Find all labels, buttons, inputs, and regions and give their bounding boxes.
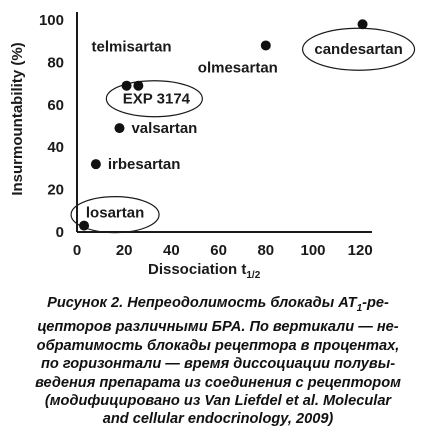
point-label: candesartan bbox=[314, 41, 402, 58]
point-label: olmesartan bbox=[198, 59, 278, 76]
point-labels: candesartan olmesartan telmisartan EXP 3174… bbox=[86, 39, 403, 222]
y-tick-labels: 0 20 40 60 80 100 bbox=[39, 12, 64, 241]
x-axis-label-subscript: 1/2 bbox=[246, 270, 260, 281]
y-tick-label: 0 bbox=[56, 224, 64, 241]
caption-line-1-end: -ре- bbox=[362, 295, 389, 311]
x-tick-labels: 0 20 40 60 80 100 120 bbox=[73, 242, 373, 259]
y-tick-label: 60 bbox=[47, 97, 64, 114]
x-tick-label: 40 bbox=[163, 242, 180, 259]
x-tick-label: 80 bbox=[257, 242, 274, 259]
y-axis-label: Insurmountability (%) bbox=[9, 42, 26, 195]
x-tick-label: 20 bbox=[116, 242, 133, 259]
data-point bbox=[260, 40, 271, 51]
point-label: EXP 3174 bbox=[123, 91, 191, 108]
y-tick-label: 40 bbox=[47, 139, 64, 156]
scatter-chart: 0 20 40 60 80 100 0 20 40 60 80 100 120 Dissociatio… bbox=[9, 12, 416, 281]
caption-line-1: Рисунок 2. Непреодолимость блокады AT1-р… bbox=[8, 294, 428, 318]
caption-line-5: ведения препарата из соединения с рецепт… bbox=[35, 374, 401, 391]
highlight-ellipse bbox=[70, 196, 160, 234]
caption-line-7: and cellular endocrinology, 2009) bbox=[102, 411, 334, 428]
x-axis-label-main: Dissociation t bbox=[148, 261, 246, 278]
caption-line-1-text: Рисунок 2. Непреодолимость блокады AT bbox=[47, 295, 357, 311]
figure-caption: Рисунок 2. Непреодолимость блокады AT1-р… bbox=[8, 294, 428, 429]
highlight-ellipse bbox=[301, 27, 416, 71]
data-point bbox=[114, 123, 125, 134]
caption-subscript: 1 bbox=[356, 302, 363, 314]
data-point bbox=[121, 80, 132, 91]
caption-line-2: цепторов различными БРА. По вертикали — … bbox=[37, 319, 399, 336]
data-point bbox=[357, 19, 368, 30]
x-tick-label: 100 bbox=[300, 242, 325, 259]
y-tick-label: 20 bbox=[47, 182, 64, 199]
caption-line-6: (модифицировано из Van Liefdel et al. Mo… bbox=[44, 392, 392, 409]
highlight-ellipse bbox=[105, 80, 203, 118]
data-point bbox=[90, 159, 101, 170]
y-tick-label: 100 bbox=[39, 12, 64, 29]
x-tick-label: 60 bbox=[210, 242, 227, 259]
highlight-ellipses bbox=[70, 27, 416, 234]
x-tick-label: 0 bbox=[73, 242, 81, 259]
point-label: telmisartan bbox=[92, 39, 172, 56]
x-axis-label: Dissociation t1/2 bbox=[148, 261, 261, 281]
caption-line-3: обратимость блокады рецептора в процента… bbox=[36, 337, 400, 354]
y-tick-label: 80 bbox=[47, 54, 64, 71]
x-tick-label: 120 bbox=[348, 242, 373, 259]
data-point bbox=[133, 80, 144, 91]
point-label: losartan bbox=[86, 205, 144, 222]
point-label: valsartan bbox=[131, 120, 197, 137]
point-label: irbesartan bbox=[108, 156, 181, 173]
data-point bbox=[79, 220, 90, 231]
caption-line-4: по горизонтали — время диссоциации полув… bbox=[40, 356, 396, 373]
data-points bbox=[79, 19, 368, 231]
